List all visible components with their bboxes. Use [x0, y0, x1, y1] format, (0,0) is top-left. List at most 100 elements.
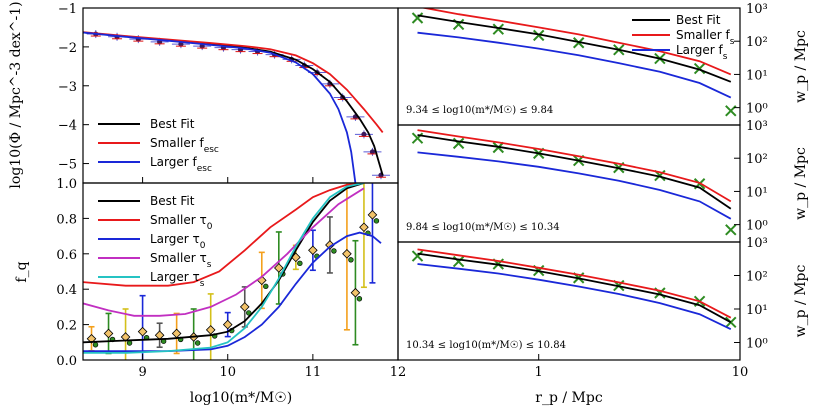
wp-xtick-label: 10: [732, 365, 749, 380]
wp-cross: [452, 18, 465, 31]
fq-legend-label: Larger τ0: [150, 232, 206, 251]
fq-diamond: [86, 333, 97, 344]
fq-xtick-label: 9: [138, 365, 146, 380]
mf-point: [361, 131, 367, 137]
mf-ytick-label: −4: [58, 119, 77, 134]
fq-diamond: [154, 330, 165, 341]
fq-legend-label: Smaller τs: [150, 251, 212, 270]
wp-plot: [411, 129, 737, 236]
wp-cross: [492, 23, 505, 35]
wp-ytick-label: 10¹: [746, 303, 768, 318]
wp-ytick-label: 10⁰: [746, 336, 768, 351]
fq-diamond: [222, 319, 233, 330]
mf-line-Smaller-f_esc: [83, 31, 384, 133]
fq-line-Best-Fit: [83, 183, 365, 344]
wp-annotation: 9.84 ≤ log10(m*/M☉) ≤ 10.34: [406, 222, 560, 233]
fq-circle: [126, 340, 133, 346]
wp-ytick-label: 10²: [746, 152, 768, 167]
wp-line-Smaller-f_s: [420, 8, 732, 76]
fq-circle: [92, 342, 99, 348]
mf-ytick-label: −3: [58, 80, 77, 95]
fq-circle: [356, 296, 363, 302]
fq-circle: [348, 257, 354, 263]
fq-ytick-label: 0.6: [56, 248, 77, 263]
fq-diamond: [342, 248, 352, 259]
wp-ytick-label: 10³: [746, 2, 768, 17]
wp-ylabel: w_p / Mpc: [793, 264, 809, 337]
fq-circle: [373, 218, 380, 224]
wp-line-Larger-f_s: [417, 263, 732, 331]
mf-legend-label: Larger fesc: [150, 155, 212, 174]
mf-point: [369, 149, 376, 155]
fq-diamond: [171, 328, 182, 339]
wp-cross: [452, 137, 465, 150]
wp-cross: [411, 12, 424, 24]
wp-annotation: 9.34 ≤ log10(m*/M☉) ≤ 9.84: [406, 105, 553, 116]
wp-cross: [411, 250, 424, 262]
wp-cross: [532, 29, 545, 42]
wp-cross: [693, 62, 706, 75]
fq-diamond: [359, 222, 369, 233]
mf-line-Larger-f_esc: [83, 31, 357, 183]
mass-function-frame: [82, 7, 399, 184]
wp-frame: [397, 241, 741, 361]
fq-circle: [246, 310, 252, 316]
fq-circle: [297, 260, 303, 267]
wp-line-Best-Fit: [417, 14, 732, 83]
wp-ylabel: w_p / Mpc: [793, 147, 809, 220]
mf-ytick-label: −1: [58, 2, 77, 17]
wp-cross: [725, 224, 737, 236]
mf-line-Best-Fit: [83, 31, 384, 176]
fq-plot: [83, 183, 382, 360]
fq-ytick-label: 0.4: [56, 283, 77, 298]
fq-xtick-label: 11: [305, 365, 322, 380]
wp-cross: [452, 255, 465, 268]
fq-diamond: [350, 287, 361, 298]
wp-ytick-label: 10⁰: [746, 219, 768, 234]
mf-ytick-label: −2: [58, 41, 77, 56]
wp-legend-label: Best Fit: [676, 13, 721, 27]
fq-ytick-label: 0.8: [56, 212, 77, 227]
wp-xlabel: r_p / Mpc: [535, 390, 603, 406]
fq-ytick-label: 0.2: [56, 319, 77, 334]
fq-diamond: [367, 210, 378, 220]
mf-legend-label: Smaller fesc: [150, 136, 219, 155]
fq-circle: [263, 283, 269, 290]
fq-diamond: [205, 325, 216, 335]
wp-ytick-label: 10²: [746, 269, 768, 284]
fq-diamond: [120, 332, 131, 342]
fq-diamond: [239, 302, 250, 312]
fq-ylabel: f_q: [14, 261, 30, 282]
wp-line-Smaller-f_s: [417, 248, 732, 319]
wp-line-Smaller-f_s: [417, 129, 732, 203]
wp-plot: [411, 248, 737, 331]
mf-ylabel: log10(Φ / Mpc^-3 dex^-1): [8, 1, 24, 188]
mf-legend-label: Best Fit: [150, 117, 195, 131]
fq-legend-label: Smaller τ0: [150, 213, 213, 232]
wp-xtick-label: 1: [535, 365, 543, 380]
wp-ytick-label: 10³: [746, 119, 768, 134]
fq-frame: [82, 182, 399, 361]
fq-diamond: [308, 245, 318, 256]
fq-circle: [194, 340, 201, 346]
wp-ytick-label: 10¹: [746, 185, 768, 200]
wp-ytick-label: 10²: [746, 35, 768, 50]
fq-xtick-label: 10: [219, 365, 236, 380]
wp-plot: [411, 8, 737, 117]
mass-function-plot: [83, 30, 390, 183]
fq-legend-label: Best Fit: [150, 194, 195, 208]
fq-ytick-label: 0.0: [56, 354, 77, 369]
fq-xlabel: log10(m*/M☉): [190, 390, 292, 406]
wp-ytick-label: 10¹: [746, 68, 768, 83]
wp-cross: [654, 287, 666, 299]
wp-ylabel: w_p / Mpc: [793, 30, 809, 103]
wp-ytick-label: 10⁰: [746, 102, 768, 117]
mf-ytick-label: −5: [58, 158, 77, 173]
wp-line-Larger-f_s: [417, 151, 732, 220]
fq-diamond: [274, 263, 284, 273]
fq-xtick-label: 12: [390, 365, 407, 380]
wp-legend-label: Larger fs: [676, 43, 728, 62]
fq-line-Smaller-s: [83, 187, 365, 317]
fq-line-Smaller-0: [83, 183, 364, 287]
